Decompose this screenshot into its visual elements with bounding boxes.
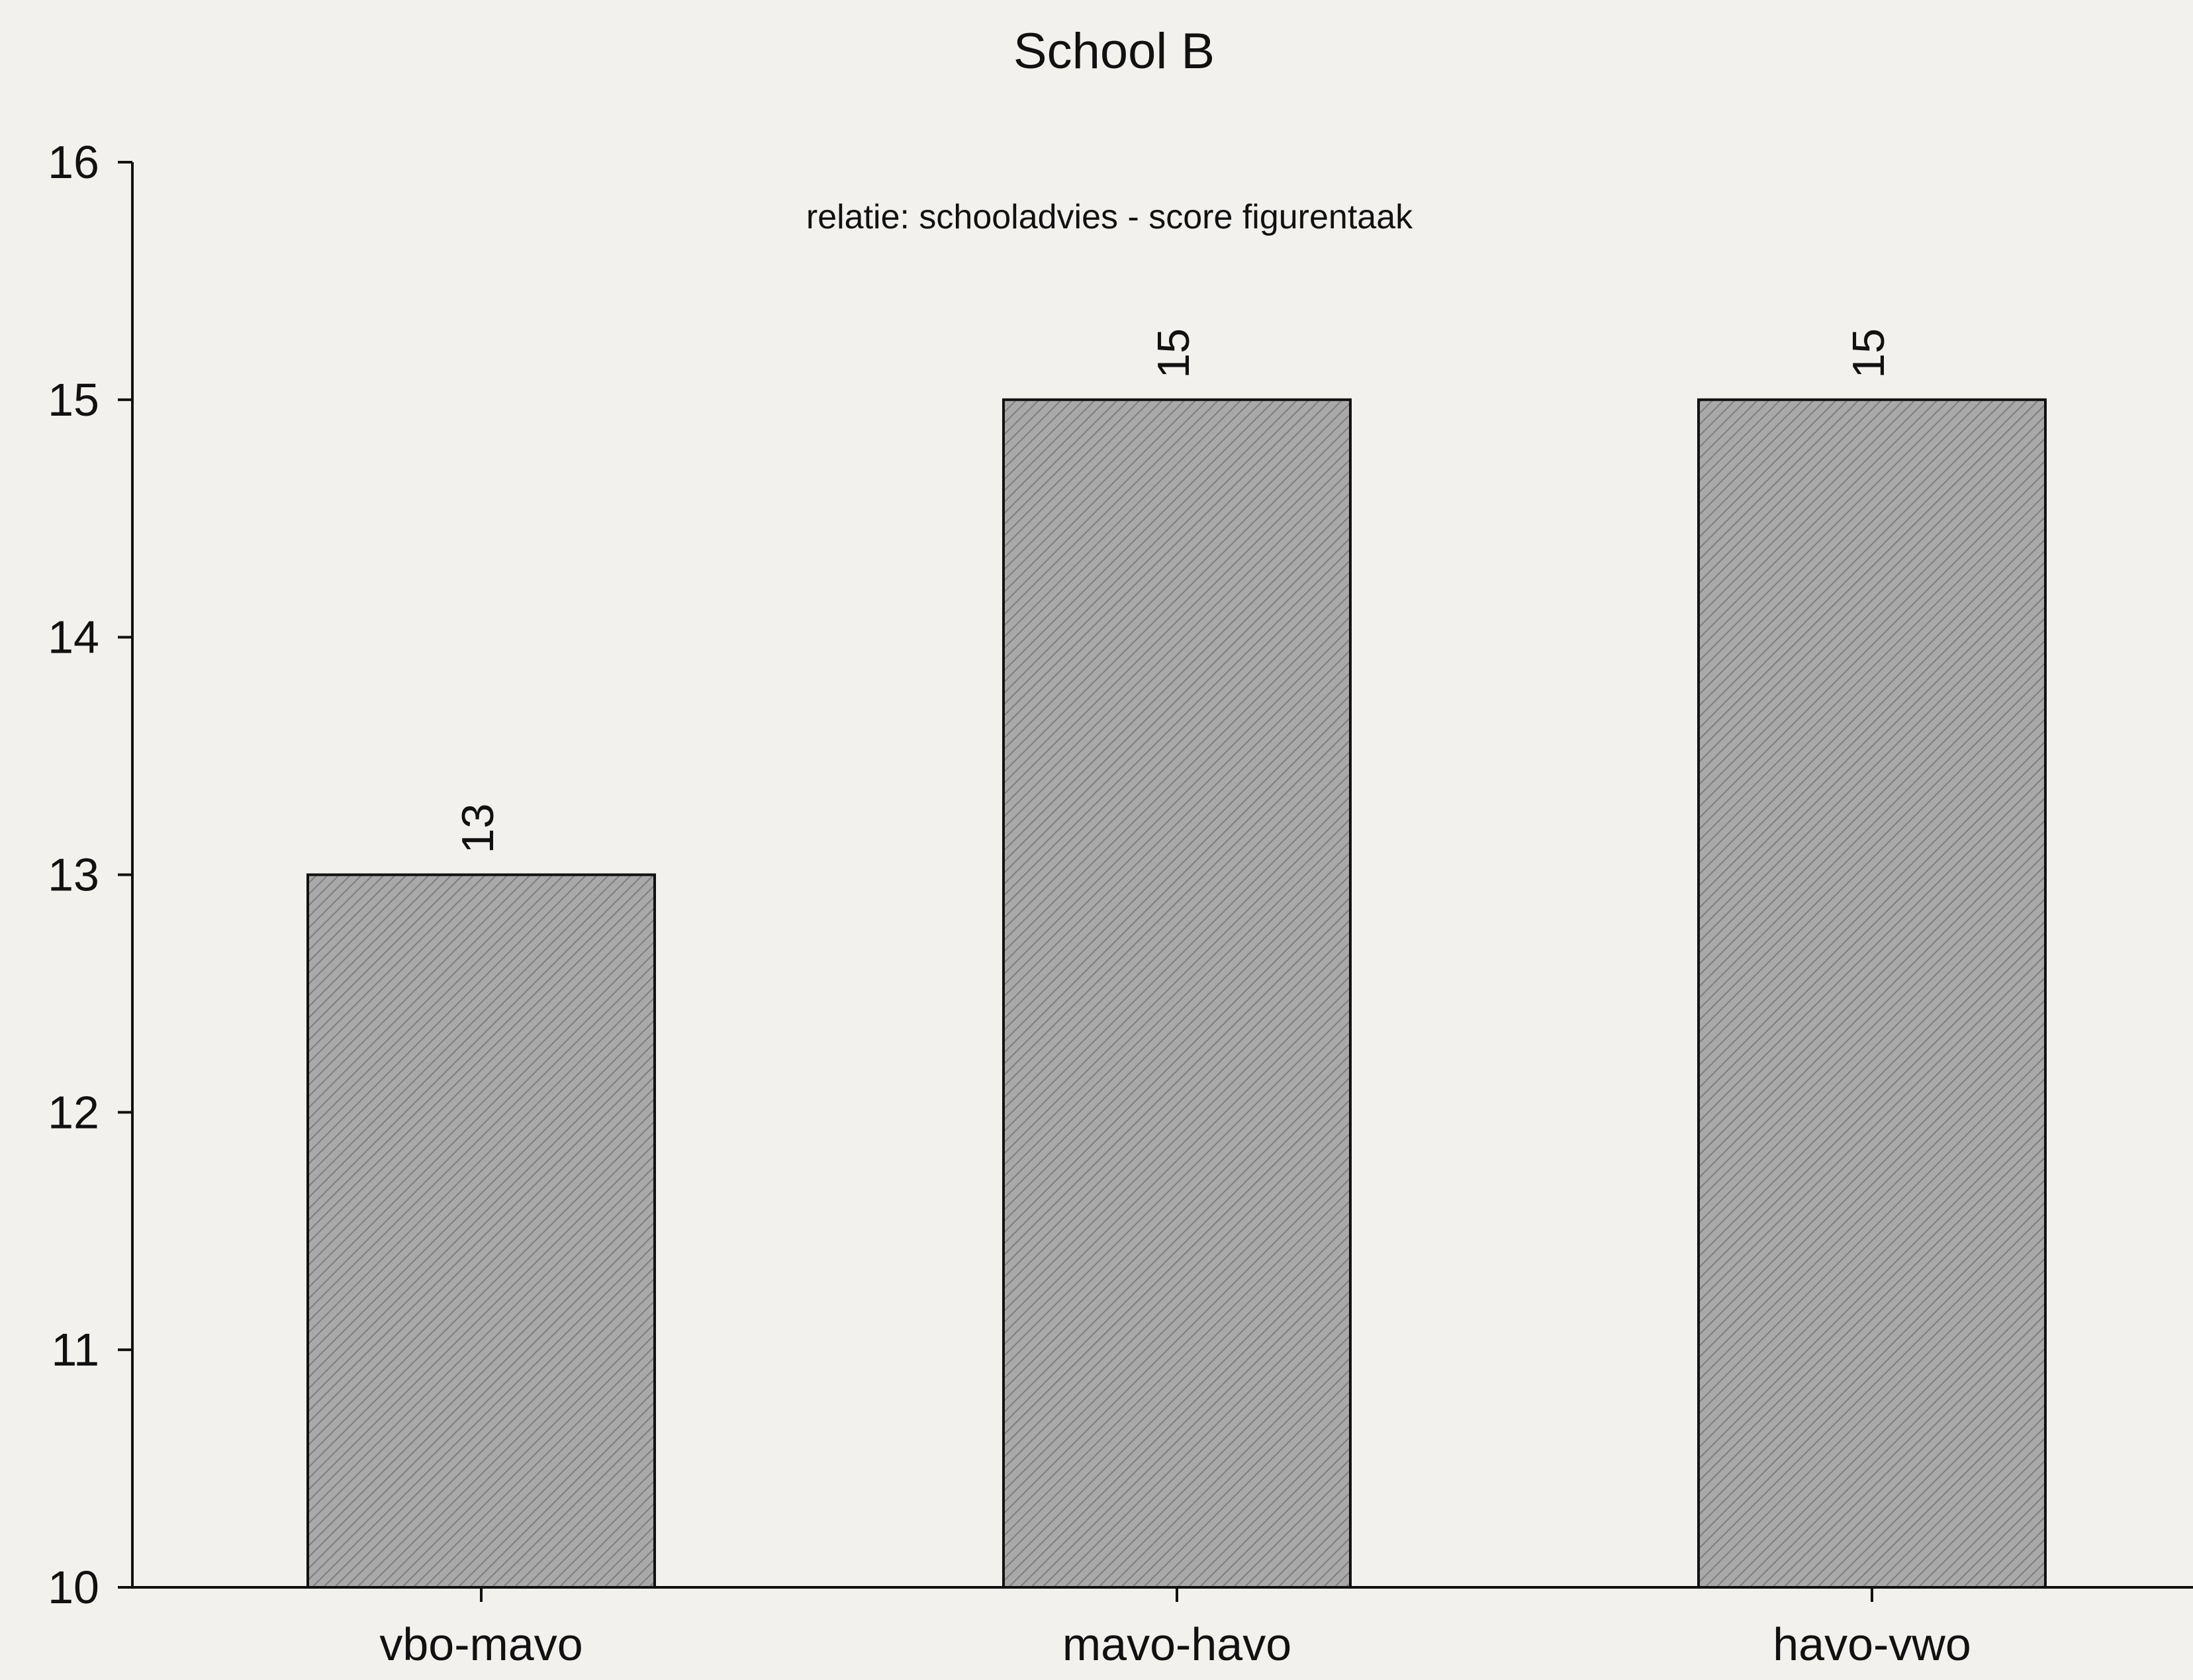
x-tick-label: havo-vwo	[1773, 1618, 1971, 1670]
y-axis-ticks: 10 11 12 13 14 15 16	[48, 136, 132, 1613]
data-labels: 13 15 15	[453, 328, 1894, 853]
y-tick-label: 16	[48, 136, 99, 188]
y-tick-label: 13	[48, 849, 99, 901]
data-label: 13	[453, 804, 503, 854]
bar-havo-vwo	[1697, 398, 2047, 1589]
y-tick-label: 11	[51, 1324, 99, 1376]
y-tick-label: 15	[48, 374, 99, 426]
bars	[306, 398, 2047, 1589]
bar-vbo-mavo	[306, 873, 656, 1589]
bar-mavo-havo	[1002, 398, 1352, 1589]
x-tick-label: mavo-havo	[1062, 1618, 1291, 1670]
x-axis-ticks: vbo-mavo mavo-havo havo-vwo	[379, 1587, 1971, 1670]
chart-title: School B	[1013, 23, 1215, 79]
data-label: 15	[1843, 328, 1894, 379]
y-tick-label: 12	[48, 1086, 99, 1138]
y-tick-label: 14	[48, 612, 99, 663]
y-tick-label: 10	[48, 1562, 99, 1613]
chart-subtitle: relatie: schooladvies - score figurentaa…	[806, 198, 1413, 236]
x-tick-label: vbo-mavo	[379, 1618, 583, 1670]
data-label: 15	[1148, 328, 1199, 379]
